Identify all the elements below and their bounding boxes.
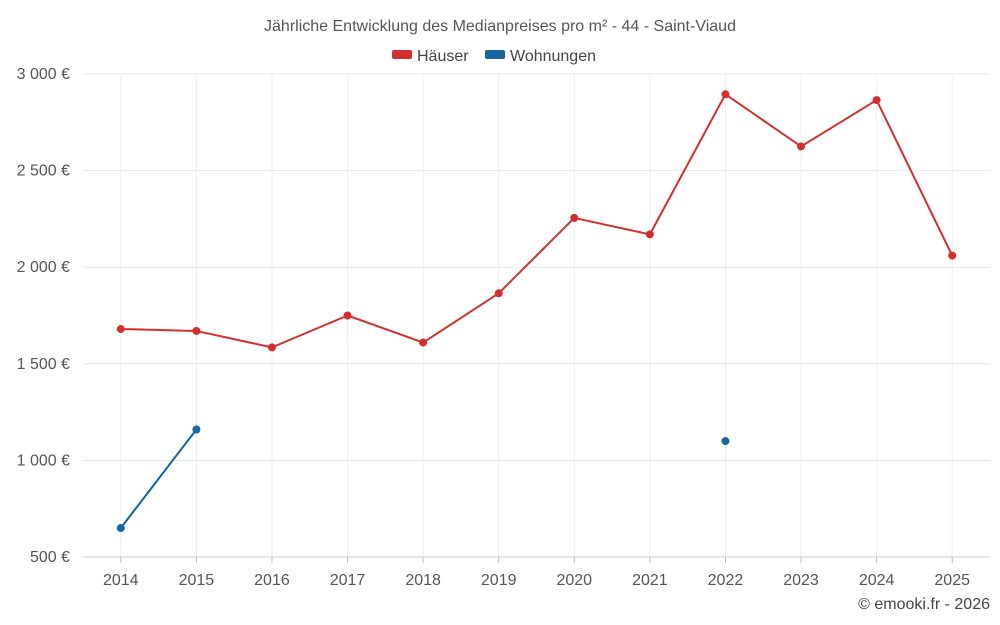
- x-tick-label: 2016: [254, 572, 290, 589]
- x-tick-label: 2025: [934, 572, 970, 589]
- data-point-haeuser-2016[interactable]: [267, 343, 276, 352]
- data-point-haeuser-2018[interactable]: [419, 338, 428, 347]
- x-axis: 2014 2015 2016 2017 2018 2019 2020 2021 2022 2023…: [83, 556, 990, 589]
- x-tick-label: 2019: [481, 572, 517, 589]
- credit: © emooki.fr - 2026: [858, 596, 990, 613]
- y-tick-label: 3 000 €: [17, 66, 70, 83]
- series-layer: [116, 90, 957, 533]
- x-tick-label: 2015: [179, 572, 215, 589]
- series-line-wohnungen: [119, 428, 198, 529]
- data-point-haeuser-2021[interactable]: [645, 230, 654, 239]
- legend-label-wohnungen: Wohnungen: [510, 48, 596, 65]
- x-tick-label: 2022: [708, 572, 744, 589]
- data-point-haeuser-2014[interactable]: [116, 325, 125, 334]
- legend-item-haeuser[interactable]: Häuser: [392, 48, 469, 65]
- y-tick-label: 2 000 €: [17, 259, 70, 276]
- legend-swatch-haeuser: [392, 50, 412, 59]
- data-point-wohnungen-2022[interactable]: [721, 437, 730, 446]
- legend-label-haeuser: Häuser: [417, 48, 469, 65]
- data-point-haeuser-2015[interactable]: [192, 326, 201, 335]
- legend-item-wohnungen[interactable]: Wohnungen: [485, 48, 596, 65]
- data-point-haeuser-2023[interactable]: [797, 142, 806, 151]
- grid: [83, 73, 990, 558]
- legend: Häuser Wohnungen: [392, 48, 596, 65]
- y-tick-label: 1 000 €: [17, 452, 70, 469]
- data-point-wohnungen-2014[interactable]: [116, 524, 125, 533]
- x-tick-label: 2017: [330, 572, 366, 589]
- chart-title: Jährliche Entwicklung des Medianpreises …: [264, 18, 736, 35]
- data-point-haeuser-2017[interactable]: [343, 311, 352, 320]
- x-tick-label: 2023: [783, 572, 819, 589]
- legend-swatch-wohnungen: [485, 50, 505, 59]
- series-line-haeuser: [120, 93, 954, 349]
- data-point-haeuser-2020[interactable]: [570, 213, 579, 222]
- x-tick-label: 2024: [859, 572, 895, 589]
- data-point-wohnungen-2015[interactable]: [192, 425, 201, 434]
- data-point-haeuser-2024[interactable]: [872, 96, 881, 105]
- y-tick-label: 2 500 €: [17, 163, 70, 180]
- y-tick-label: 500 €: [30, 549, 70, 566]
- data-point-haeuser-2022[interactable]: [721, 90, 730, 99]
- x-tick-label: 2021: [632, 572, 668, 589]
- data-point-haeuser-2025[interactable]: [948, 251, 957, 260]
- y-axis: 500 € 1 000 € 1 500 € 2 000 € 2 500 € 3 000 €: [17, 66, 70, 566]
- x-tick-label: 2020: [556, 572, 592, 589]
- series-wohnungen: [116, 425, 730, 533]
- x-tick-label: 2014: [103, 572, 139, 589]
- y-tick-label: 1 500 €: [17, 356, 70, 373]
- series-haeuser: [116, 90, 957, 352]
- x-tick-label: 2018: [405, 572, 441, 589]
- data-point-haeuser-2019[interactable]: [494, 289, 503, 298]
